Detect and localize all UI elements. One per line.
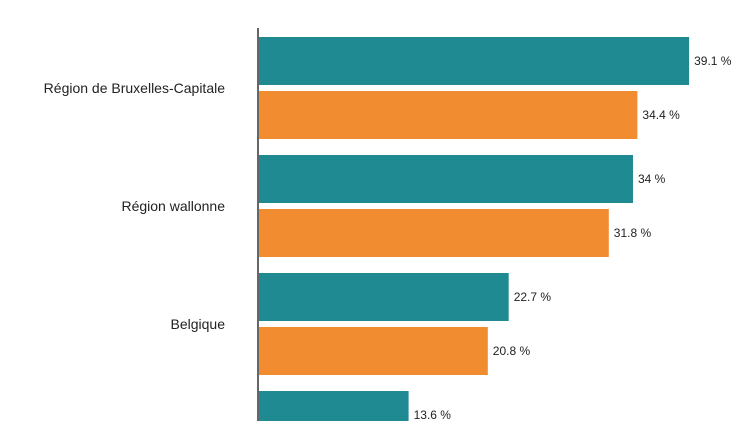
bar xyxy=(259,91,638,139)
bar xyxy=(259,155,633,203)
data-label: 13.6 % xyxy=(414,408,452,421)
data-label: 39.1 % xyxy=(694,54,732,68)
bar xyxy=(259,37,690,85)
category-label: Région de Bruxelles-Capitale xyxy=(44,80,226,96)
data-label: 22.7 % xyxy=(514,290,552,304)
category-label: Région wallonne xyxy=(121,198,225,214)
data-label: 20.8 % xyxy=(493,344,531,358)
data-label: 34 % xyxy=(638,172,666,186)
bar xyxy=(259,391,409,421)
data-label: 34.4 % xyxy=(642,108,680,122)
category-label: Belgique xyxy=(171,316,226,332)
bar xyxy=(259,209,609,257)
labels-group: Région de Bruxelles-Capitale 39.1 % 34.4 %… xyxy=(44,54,732,421)
bars-group xyxy=(259,37,690,421)
bar xyxy=(259,327,488,375)
bar xyxy=(259,273,509,321)
data-label: 31.8 % xyxy=(614,226,652,240)
